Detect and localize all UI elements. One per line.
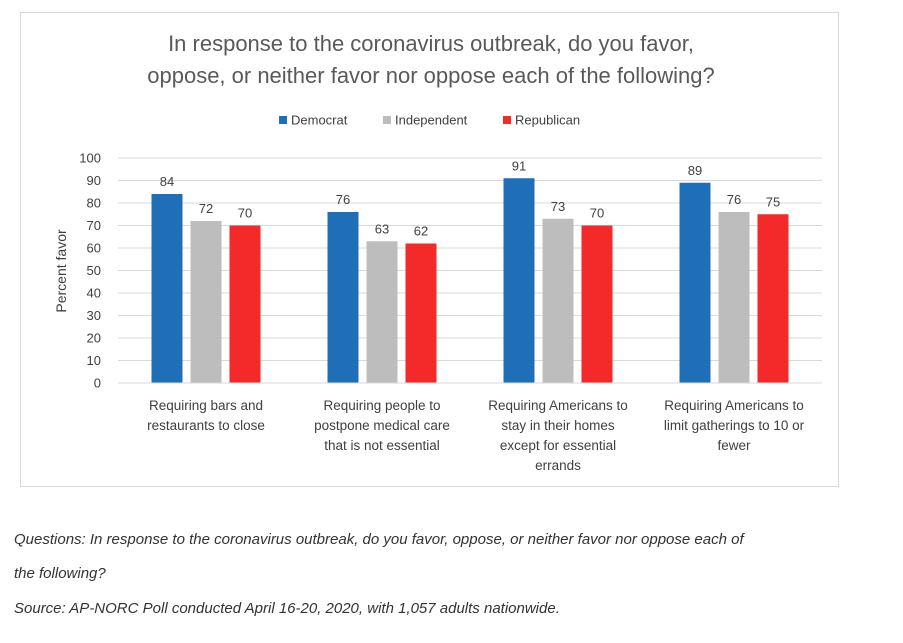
legend-swatch-republican [503, 116, 511, 124]
bar-republican-2 [405, 243, 437, 383]
bar-democrat-3 [503, 178, 535, 383]
y-axis-title: Percent favor [53, 229, 69, 313]
y-tick-label-70: 70 [87, 218, 101, 233]
y-tick-label-90: 90 [87, 173, 101, 188]
category-label-1-line-2: restaurants to close [147, 418, 265, 433]
category-label-4-line-3: fewer [717, 438, 751, 453]
y-tick-label-50: 50 [87, 263, 101, 278]
category-label-3-line-1: Requiring Americans to [488, 398, 628, 413]
y-tick-label-40: 40 [87, 286, 101, 301]
data-label-democrat-1: 84 [160, 174, 174, 189]
category-label-3-line-4: errands [535, 458, 581, 473]
category-label-3-line-3: except for essential [500, 438, 616, 453]
bar-independent-4 [718, 212, 750, 383]
y-tick-label-100: 100 [79, 151, 101, 166]
data-label-independent-4: 76 [727, 192, 741, 207]
category-label-2-line-3: that is not essential [324, 438, 440, 453]
bar-independent-1 [190, 221, 222, 383]
bar-independent-2 [366, 241, 398, 383]
chart-title-line-1: In response to the coronavirus outbreak,… [168, 31, 694, 56]
bar-republican-3 [581, 225, 613, 383]
questions-caption-line-1: Questions: In response to the coronaviru… [14, 531, 744, 548]
data-label-republican-3: 70 [590, 206, 604, 221]
bar-democrat-1 [151, 194, 183, 383]
bar-democrat-4 [679, 182, 711, 383]
legend-swatch-independent [383, 116, 391, 124]
data-label-independent-1: 72 [199, 201, 213, 216]
data-label-democrat-2: 76 [336, 192, 350, 207]
bar-republican-1 [229, 225, 261, 383]
y-tick-label-80: 80 [87, 196, 101, 211]
source-caption: Source: AP-NORC Poll conducted April 16-… [14, 600, 560, 617]
legend-label-democrat: Democrat [291, 113, 348, 128]
bar-democrat-2 [327, 212, 359, 383]
y-tick-label-10: 10 [87, 353, 101, 368]
data-label-republican-4: 75 [766, 194, 780, 209]
y-tick-label-0: 0 [94, 376, 101, 391]
category-label-2-line-2: postpone medical care [314, 418, 450, 433]
legend-label-republican: Republican [515, 113, 580, 128]
legend-label-independent: Independent [395, 113, 468, 128]
data-label-republican-2: 62 [414, 224, 428, 239]
category-label-2-line-1: Requiring people to [323, 398, 440, 413]
data-label-republican-1: 70 [238, 206, 252, 221]
category-label-4-line-2: limit gatherings to 10 or [664, 418, 805, 433]
y-tick-label-20: 20 [87, 331, 101, 346]
y-tick-label-30: 30 [87, 308, 101, 323]
category-label-1-line-1: Requiring bars and [149, 398, 263, 413]
data-label-democrat-4: 89 [688, 163, 702, 178]
bar-chart: In response to the coronavirus outbreak,… [53, 31, 822, 473]
category-label-3-line-2: stay in their homes [501, 418, 615, 433]
data-label-independent-2: 63 [375, 221, 389, 236]
bar-independent-3 [542, 218, 574, 383]
bar-republican-4 [757, 214, 789, 383]
data-label-independent-3: 73 [551, 199, 565, 214]
questions-caption-line-2: the following? [14, 565, 106, 582]
data-label-democrat-3: 91 [512, 158, 526, 173]
category-label-4-line-1: Requiring Americans to [664, 398, 804, 413]
y-tick-label-60: 60 [87, 241, 101, 256]
chart-title-line-2: oppose, or neither favor nor oppose each… [147, 63, 715, 88]
legend-swatch-democrat [279, 116, 287, 124]
chart-frame: In response to the coronavirus outbreak,… [20, 12, 839, 487]
